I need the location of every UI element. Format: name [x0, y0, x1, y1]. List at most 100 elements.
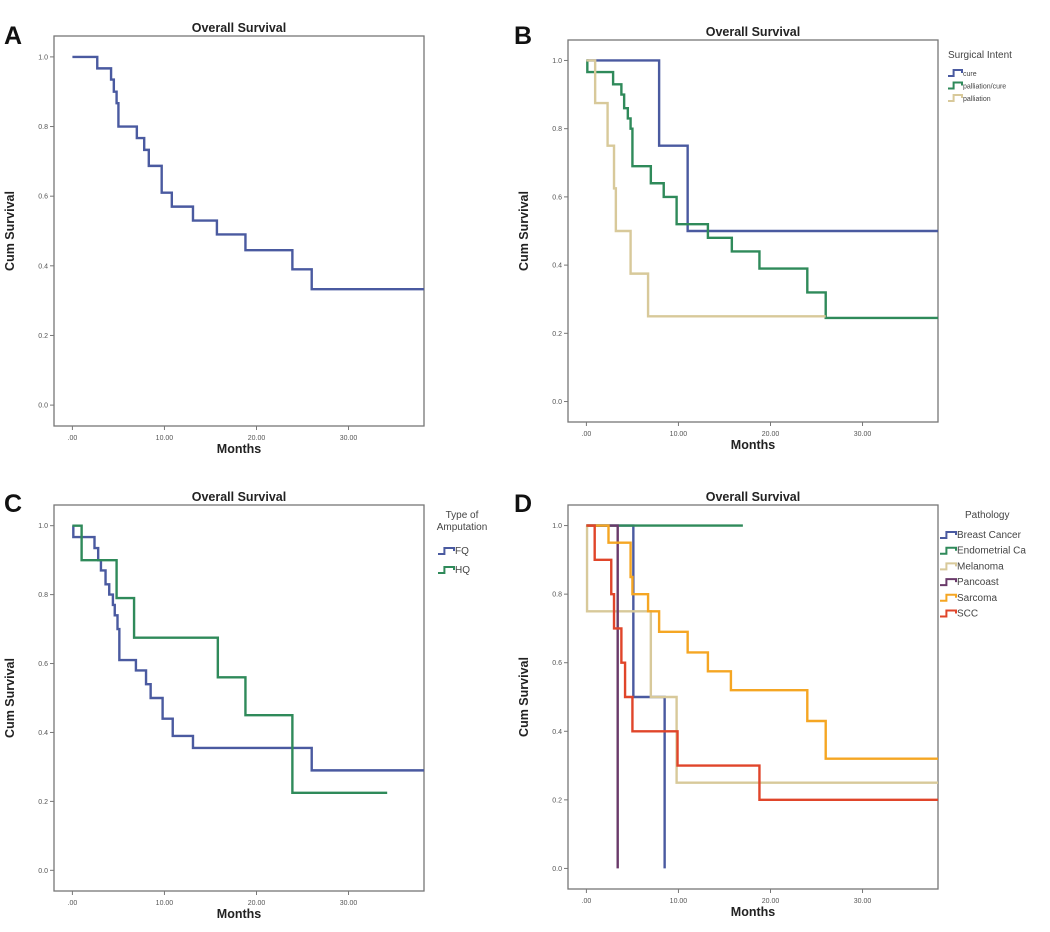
x-tick-label: .00: [582, 431, 592, 438]
survival-curve-cure: [586, 59, 938, 233]
legend-swatch: [940, 531, 957, 539]
legend-swatch: [940, 578, 957, 587]
y-tick-label: 0.8: [552, 126, 562, 133]
y-tick-label: 0.4: [38, 263, 48, 270]
y-tick-label: 0.2: [552, 331, 562, 338]
y-tick-label: 1.0: [38, 54, 48, 61]
x-tick-label: 30.00: [340, 900, 358, 907]
y-tick-label: 0.6: [38, 194, 48, 201]
legend-item: Melanoma: [957, 561, 1004, 572]
panel-letter: B: [514, 22, 532, 50]
plot-frame: [567, 504, 939, 890]
legend-swatch: [940, 562, 957, 571]
x-tick-label: 30.00: [854, 898, 872, 905]
legend-item: SCC: [957, 609, 978, 620]
x-axis-label: Months: [731, 438, 775, 452]
y-tick-label: 0.0: [552, 399, 562, 406]
survival-curve-melanoma: [585, 524, 938, 784]
survival-curve-palliation: [586, 59, 826, 318]
x-axis-label: Months: [731, 905, 775, 919]
y-tick-label: 0.0: [38, 403, 48, 410]
x-tick-label: 20.00: [762, 431, 780, 438]
x-tick-label: 10.00: [156, 435, 174, 442]
y-tick-label: 1.0: [552, 523, 562, 530]
x-tick-label: 10.00: [670, 431, 688, 438]
y-tick-label: 1.0: [552, 58, 562, 65]
x-axis-label: Months: [217, 442, 261, 456]
plot-frame: [53, 35, 425, 427]
legend-swatch: [438, 547, 455, 555]
y-tick-label: 0.4: [552, 263, 562, 270]
legend-swatch: [948, 69, 963, 77]
y-axis-label: Cum Survival: [3, 191, 17, 271]
legend-item: Endometrial Ca: [957, 546, 1026, 557]
y-tick-label: 0.6: [552, 194, 562, 201]
y-axis-label: Cum Survival: [3, 658, 17, 738]
legend-item: palliation/cure: [963, 84, 1006, 91]
x-tick-label: .00: [68, 435, 78, 442]
legend-title: Pathology: [965, 510, 1009, 521]
survival-curve-fq: [72, 524, 424, 772]
plot-frame: [53, 504, 425, 892]
legend-item: Pancoast: [957, 577, 999, 588]
panel-d: D Overall Survival Months Cum Survival 0.0 0.…: [514, 490, 1026, 919]
chart-title: Overall Survival: [706, 490, 801, 504]
y-tick-label: 0.8: [552, 592, 562, 599]
x-tick-label: 20.00: [248, 900, 266, 907]
legend-item: palliation: [963, 96, 991, 103]
chart-title: Overall Survival: [192, 21, 287, 35]
x-tick-label: 20.00: [762, 898, 780, 905]
survival-curve-palliation-cure: [586, 59, 938, 320]
legend: Pathology Breast Cancer Endometrial Ca Mela…: [940, 510, 1026, 620]
legend-title: Type of: [446, 510, 479, 521]
y-tick-label: 0.4: [552, 729, 562, 736]
legend-item: Sarcoma: [957, 593, 997, 604]
legend: Surgical Intent cure palliation/cure pallia…: [948, 50, 1012, 103]
chart-title: Overall Survival: [706, 25, 801, 39]
panel-letter: C: [4, 490, 22, 518]
y-axis-label: Cum Survival: [517, 191, 531, 271]
legend-swatch: [940, 546, 957, 555]
y-tick-label: 0.2: [38, 799, 48, 806]
y-tick-label: 0.0: [552, 866, 562, 873]
legend-item: HQ: [455, 565, 470, 576]
panel-letter: A: [4, 22, 22, 50]
y-tick-label: 0.0: [38, 868, 48, 875]
y-tick-label: 0.4: [38, 730, 48, 737]
y-tick-label: 0.2: [552, 797, 562, 804]
legend-swatch: [948, 81, 963, 90]
survival-curve-hq: [72, 524, 388, 794]
x-tick-label: 30.00: [854, 431, 872, 438]
chart-title: Overall Survival: [192, 490, 287, 504]
survival-curve-scc: [586, 524, 938, 802]
y-tick-label: 1.0: [38, 523, 48, 530]
legend-title: Surgical Intent: [948, 50, 1012, 61]
panel-letter: D: [514, 490, 532, 518]
legend-item: FQ: [455, 546, 469, 557]
y-tick-label: 0.6: [552, 660, 562, 667]
legend-swatch: [940, 609, 957, 618]
y-tick-label: 0.6: [38, 661, 48, 668]
legend-swatch: [940, 593, 957, 602]
legend-swatch: [438, 566, 455, 574]
legend-title: Amputation: [437, 522, 488, 533]
y-axis-label: Cum Survival: [517, 657, 531, 737]
legend-swatch: [948, 94, 963, 102]
legend-item: Breast Cancer: [957, 530, 1022, 541]
y-tick-label: 0.8: [38, 124, 48, 131]
survival-curve-overall: [72, 55, 424, 291]
survival-curve-sarcoma: [586, 524, 938, 760]
panel-b: B Overall Survival Months Cum Survival 0.0 0.…: [514, 22, 1012, 452]
x-tick-label: 30.00: [340, 435, 358, 442]
y-tick-label: 0.2: [38, 333, 48, 340]
legend-item: cure: [963, 71, 977, 78]
x-tick-label: .00: [68, 900, 78, 907]
x-tick-label: .00: [582, 898, 592, 905]
panel-a: A Overall Survival Months Cum Survival 0.0 0.…: [3, 21, 425, 456]
x-tick-label: 20.00: [248, 435, 266, 442]
panel-c: C Overall Survival Months Cum Survival 0.0 0.…: [3, 490, 487, 921]
x-axis-label: Months: [217, 907, 261, 921]
